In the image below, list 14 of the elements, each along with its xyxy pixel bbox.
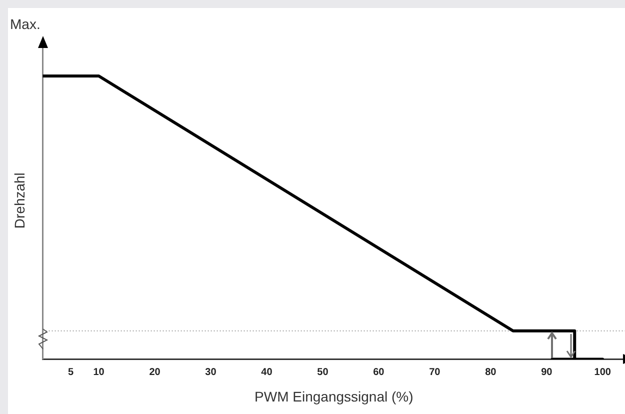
x-axis-title: PWM Eingangssignal (%) [254, 388, 414, 404]
x-tick-label: 10 [93, 366, 105, 378]
x-tick-label: 90 [541, 366, 553, 378]
x-tick-label: 60 [373, 366, 385, 378]
x-tick-label: 70 [429, 366, 441, 378]
x-tick-label: 80 [485, 366, 497, 378]
text: Max. [10, 16, 40, 32]
y-axis-title: Drehzahl [11, 172, 28, 229]
x-tick-label: 30 [205, 366, 217, 378]
x-tick-label: 40 [261, 366, 273, 378]
x-tick-label: 100 [594, 366, 612, 378]
x-tick-label: 50 [317, 366, 329, 378]
x-tick-label: 5 [68, 366, 74, 378]
x-tick-label: 20 [149, 366, 161, 378]
